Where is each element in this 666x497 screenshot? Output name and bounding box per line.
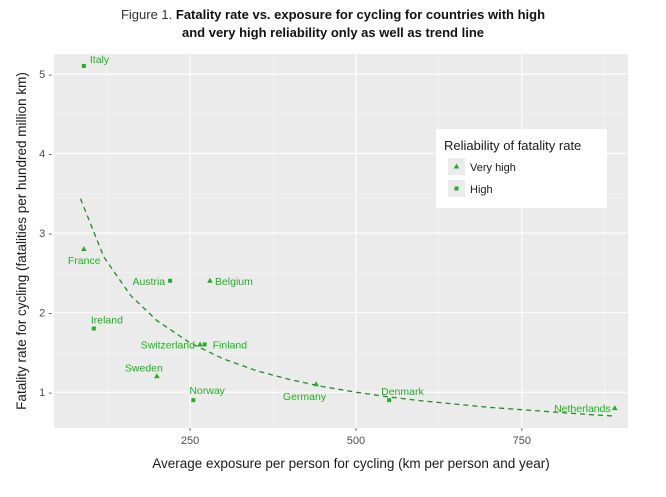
caption-line-2: and very high reliability only as well a… <box>182 25 484 40</box>
data-point-triangle <box>81 245 87 251</box>
data-point-square <box>191 398 196 403</box>
point-label: Denmark <box>381 386 424 398</box>
legend-title: Reliability of fatality rate <box>444 138 581 153</box>
legend-entry-label: Very high <box>470 162 516 174</box>
y-tick-label: 3 - <box>39 228 52 240</box>
legend-square-key <box>454 186 459 191</box>
point-label: Finland <box>213 339 248 351</box>
point-label: Switzerland <box>141 339 195 351</box>
point-label: Netherlands <box>554 403 611 415</box>
y-axis-title: Fatality rate for cycling (fatalities pe… <box>14 72 29 410</box>
plot-panel <box>54 54 628 428</box>
caption-line-1: Fatality rate vs. exposure for cycling f… <box>175 7 546 22</box>
data-point-square <box>202 342 207 347</box>
x-tick-label: 500 <box>347 435 365 447</box>
point-label: Sweden <box>125 362 163 374</box>
y-tick-label: 4 - <box>39 148 52 160</box>
legend: Reliability of fatality rate Very high Hig… <box>436 129 607 208</box>
data-point-triangle <box>313 381 319 387</box>
data-point-triangle <box>197 341 203 347</box>
figure-caption: Figure 1. Fatality rate vs. exposure for… <box>0 6 666 42</box>
caption-prefix: Figure 1. <box>120 7 173 22</box>
legend-entry-label: High <box>470 184 493 196</box>
x-axis-title: Average exposure per person for cycling … <box>152 456 549 471</box>
trend-line <box>79 198 615 417</box>
point-label: Ireland <box>91 315 123 327</box>
data-point-triangle <box>611 405 618 411</box>
data-point-square <box>81 63 86 68</box>
data-point-square <box>91 326 96 331</box>
point-label: Belgium <box>215 276 253 288</box>
y-tick-label: 2 - <box>39 308 52 320</box>
point-label: Norway <box>189 385 225 397</box>
x-tick-label: 750 <box>513 435 531 447</box>
data-point-triangle <box>207 277 213 283</box>
point-label: Austria <box>132 276 165 288</box>
legend-triangle-key <box>453 163 460 169</box>
point-label: Germany <box>283 391 327 403</box>
data-point-triangle <box>154 373 160 379</box>
data-point-square <box>387 398 392 403</box>
point-label: France <box>68 255 101 267</box>
y-tick-label: 5 - <box>39 69 52 81</box>
y-tick-label: 1 - <box>39 387 52 399</box>
x-tick-label: 250 <box>181 435 199 447</box>
data-point-square <box>168 278 173 283</box>
point-label: Italy <box>90 54 110 66</box>
